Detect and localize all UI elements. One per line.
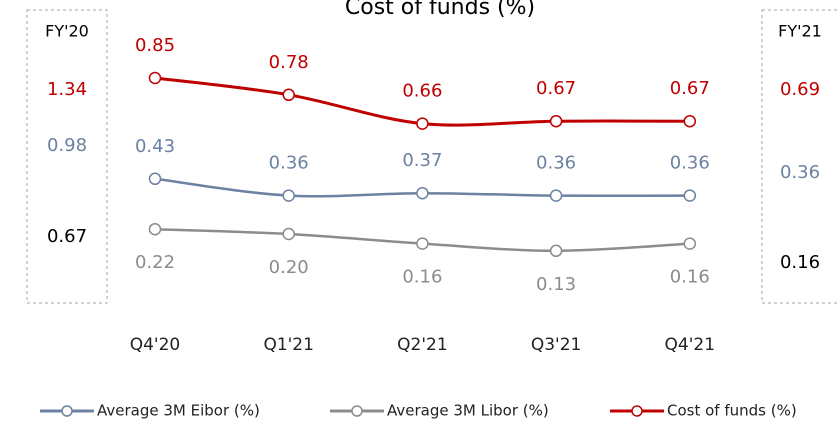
x-tick-label: Q1'21: [263, 335, 314, 355]
data-label: 0.37: [402, 150, 442, 171]
point: [148, 222, 162, 236]
summary-value: 0.67: [47, 226, 87, 247]
data-label: 0.67: [670, 78, 710, 99]
legend-label: Cost of funds (%): [667, 402, 797, 420]
legend-label: Average 3M Eibor (%): [97, 402, 260, 420]
x-tick-label: Q3'21: [531, 335, 582, 355]
data-label: 0.22: [135, 252, 175, 273]
point: [683, 114, 697, 128]
legend-marker: [351, 405, 363, 417]
data-label: 0.16: [670, 267, 710, 288]
data-label: 0.36: [536, 153, 576, 174]
x-tick-label: Q4'20: [130, 335, 181, 355]
data-label: 0.78: [269, 52, 309, 73]
point: [549, 189, 563, 202]
fy20-box: [26, 9, 108, 304]
summary-value: 0.16: [780, 252, 820, 273]
summary-value: 0.69: [780, 79, 820, 100]
point: [416, 117, 429, 130]
summary-label: FY'20: [45, 22, 89, 41]
point: [282, 189, 295, 202]
summary-label: FY'21: [778, 22, 822, 41]
data-label: 0.20: [269, 257, 309, 278]
legend-marker: [631, 405, 643, 417]
data-label: 0.66: [402, 81, 442, 102]
point: [416, 237, 429, 250]
data-label: 0.16: [402, 267, 442, 288]
data-label: 0.36: [269, 153, 309, 174]
point: [282, 227, 295, 241]
summary-value: 0.36: [780, 162, 820, 183]
x-tick-label: Q2'21: [397, 335, 448, 355]
point: [549, 244, 563, 258]
point: [282, 88, 295, 102]
x-tick-label: Q4'21: [665, 335, 716, 355]
summary-value: 1.34: [47, 79, 87, 100]
data-label: 0.43: [135, 136, 175, 157]
legend-marker: [61, 405, 73, 417]
point: [416, 186, 429, 200]
legend-label: Average 3M Libor (%): [387, 402, 549, 420]
point: [148, 172, 162, 186]
chart-title: Cost of funds (%): [345, 0, 535, 20]
data-label: 0.67: [536, 78, 576, 99]
data-label: 0.13: [536, 274, 576, 295]
point: [683, 237, 697, 250]
data-label: 0.85: [135, 35, 175, 56]
point: [148, 71, 162, 85]
summary-value: 0.98: [47, 135, 87, 156]
data-label: 0.36: [670, 153, 710, 174]
point: [683, 189, 697, 202]
point: [549, 114, 563, 128]
